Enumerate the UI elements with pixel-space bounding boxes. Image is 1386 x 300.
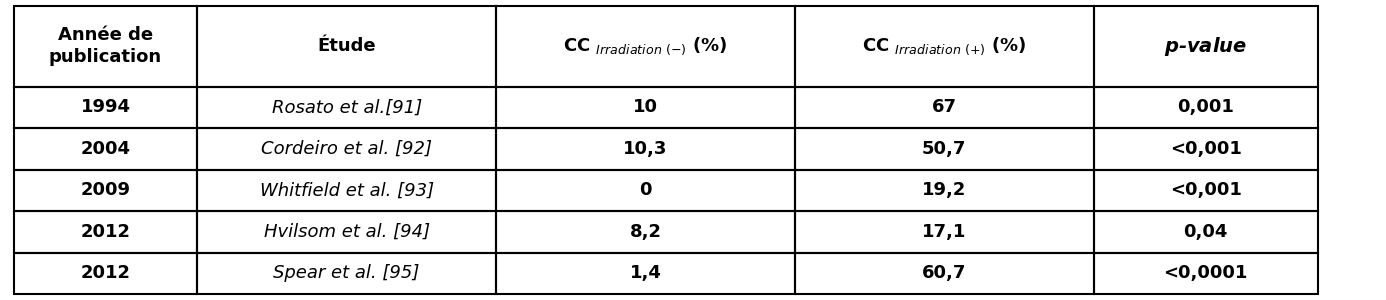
Text: 10,3: 10,3 [624,140,668,158]
Text: 2012: 2012 [80,223,130,241]
Text: 1,4: 1,4 [629,264,661,282]
Text: Étude: Étude [317,37,376,55]
Text: CC $\mathit{_{Irradiation\ (-)}}$ (%): CC $\mathit{_{Irradiation\ (-)}}$ (%) [563,35,728,57]
Text: 0: 0 [639,181,651,199]
Text: 10: 10 [633,98,658,116]
Text: 8,2: 8,2 [629,223,661,241]
Text: Whitfield et al. [93]: Whitfield et al. [93] [259,181,434,199]
Text: $\bfit{p}$-$\bfit{value}$: $\bfit{p}$-$\bfit{value}$ [1164,35,1247,58]
Text: 0,001: 0,001 [1177,98,1234,116]
Text: Hvilsom et al. [94]: Hvilsom et al. [94] [263,223,430,241]
Text: 19,2: 19,2 [922,181,966,199]
Text: Année de
publication: Année de publication [49,26,162,66]
Text: 0,04: 0,04 [1184,223,1228,241]
Text: 60,7: 60,7 [922,264,966,282]
Text: 67: 67 [931,98,956,116]
Text: Rosato et al.[91]: Rosato et al.[91] [272,98,421,116]
Text: <0,0001: <0,0001 [1164,264,1247,282]
Text: Cordeiro et al. [92]: Cordeiro et al. [92] [261,140,432,158]
Text: 2012: 2012 [80,264,130,282]
Text: 2009: 2009 [80,181,130,199]
Text: 50,7: 50,7 [922,140,966,158]
Text: Spear et al. [95]: Spear et al. [95] [273,264,420,282]
Text: <0,001: <0,001 [1170,140,1242,158]
Text: 2004: 2004 [80,140,130,158]
Text: 1994: 1994 [80,98,130,116]
Text: <0,001: <0,001 [1170,181,1242,199]
Text: CC $\mathit{_{Irradiation\ (+)}}$ (%): CC $\mathit{_{Irradiation\ (+)}}$ (%) [862,35,1027,57]
Text: 17,1: 17,1 [922,223,966,241]
